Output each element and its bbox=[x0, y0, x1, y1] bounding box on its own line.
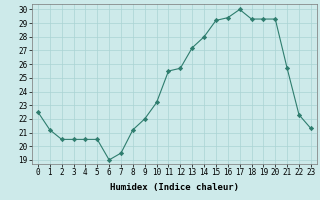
X-axis label: Humidex (Indice chaleur): Humidex (Indice chaleur) bbox=[110, 183, 239, 192]
